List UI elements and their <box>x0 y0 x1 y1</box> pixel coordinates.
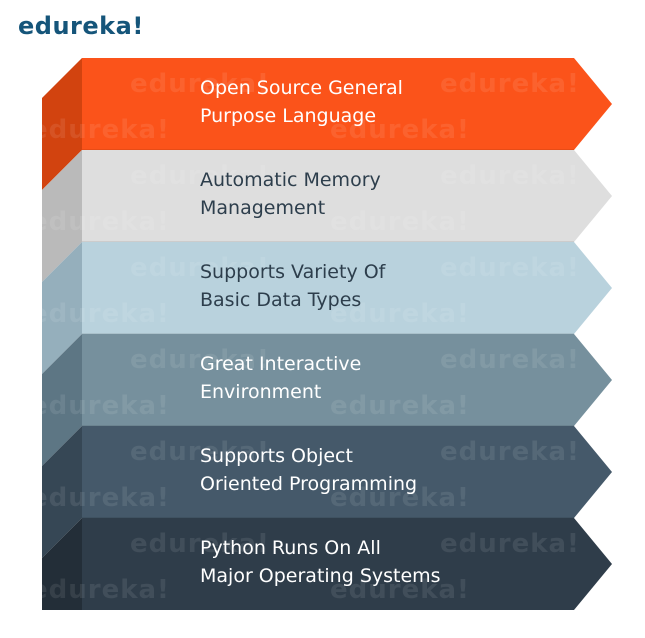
watermark-4: edureka! <box>330 115 470 145</box>
band-6-line-2: Major Operating Systems <box>200 565 441 587</box>
band-4-line-2: Environment <box>200 381 321 403</box>
band-3 <box>82 242 612 334</box>
watermark-11: edureka! <box>30 299 170 329</box>
band-5 <box>82 426 612 518</box>
band-2-line-1: Automatic Memory <box>200 169 381 191</box>
band-side-6 <box>42 518 82 610</box>
band-2-line-2: Management <box>200 197 325 219</box>
watermark-19: edureka! <box>30 483 170 513</box>
edureka-logo: edureka! <box>18 12 144 40</box>
band-side-4 <box>42 334 82 466</box>
band-side-2 <box>42 150 82 282</box>
watermark-5: edureka! <box>130 161 270 191</box>
watermark-24: edureka! <box>330 575 470 605</box>
band-1-line-1: Open Source General <box>200 77 403 99</box>
watermark-6: edureka! <box>440 161 580 191</box>
watermark-18: edureka! <box>440 437 580 467</box>
watermark-14: edureka! <box>440 345 580 375</box>
band-side-5 <box>42 426 82 558</box>
band-4 <box>82 334 612 426</box>
band-5-line-1: Supports Object <box>200 445 353 467</box>
band-6-line-1: Python Runs On All <box>200 537 381 559</box>
watermark-12: edureka! <box>330 299 470 329</box>
watermark-8: edureka! <box>330 207 470 237</box>
band-side-3 <box>42 242 82 374</box>
band-1 <box>82 58 612 150</box>
band-3-line-2: Basic Data Types <box>200 289 361 311</box>
watermark-17: edureka! <box>130 437 270 467</box>
watermark-20: edureka! <box>330 483 470 513</box>
watermark-21: edureka! <box>130 529 270 559</box>
watermark-23: edureka! <box>30 575 170 605</box>
band-4-line-1: Great Interactive <box>200 353 361 375</box>
band-1-line-2: Purpose Language <box>200 105 376 127</box>
band-5-line-2: Oriented Programming <box>200 473 417 495</box>
watermark-10: edureka! <box>440 253 580 283</box>
watermark-7: edureka! <box>30 207 170 237</box>
band-2 <box>82 150 612 242</box>
watermark-15: edureka! <box>30 391 170 421</box>
watermark-22: edureka! <box>440 529 580 559</box>
band-side-1 <box>42 58 82 190</box>
watermark-2: edureka! <box>440 69 580 99</box>
watermark-9: edureka! <box>130 253 270 283</box>
watermark-13: edureka! <box>130 345 270 375</box>
band-3-line-1: Supports Variety Of <box>200 261 387 283</box>
watermark-1: edureka! <box>130 69 270 99</box>
watermark-3: edureka! <box>30 115 170 145</box>
band-6 <box>82 518 612 610</box>
watermark-16: edureka! <box>330 391 470 421</box>
